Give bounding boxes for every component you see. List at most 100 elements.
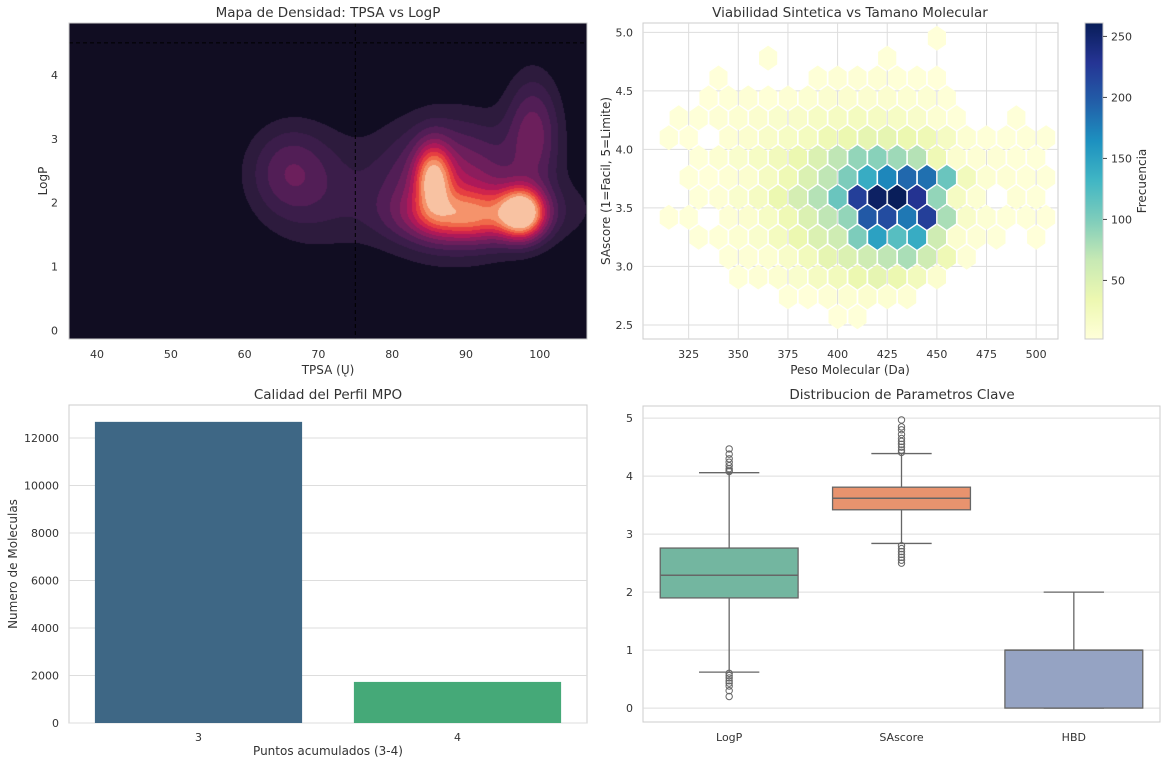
hexbin-cell — [798, 284, 817, 310]
outlier-point — [897, 443, 906, 451]
hexbin-cell — [927, 145, 946, 171]
hexbin-cell — [788, 264, 807, 290]
y-tick-label: 5.0 — [616, 26, 634, 39]
hexbin-cell — [888, 264, 907, 290]
y-tick-label: 2000 — [31, 670, 59, 683]
hexbin-cell — [828, 264, 847, 290]
hexbin-cell — [868, 65, 887, 91]
y-tick-label: 4 — [51, 69, 58, 82]
outlier-point — [897, 544, 906, 553]
hexbin-cell — [709, 105, 728, 131]
hexbin-cell — [937, 204, 956, 230]
hexbin-cell — [828, 145, 847, 171]
x-tick-label: 475 — [976, 348, 997, 361]
outlier-point — [725, 450, 733, 458]
hexbin-cell — [898, 125, 917, 151]
hexbin-cell — [927, 184, 946, 210]
hexbin-cell — [868, 264, 887, 290]
hexbin-cell — [838, 85, 857, 111]
hexbin-cell — [768, 105, 788, 131]
hexbin-cell — [739, 165, 758, 190]
hexbin-cell — [778, 165, 797, 190]
outlier-point — [897, 547, 906, 556]
hexbin-cell — [719, 165, 738, 190]
hexbin-cell — [868, 145, 887, 171]
hexbin-cell — [749, 264, 768, 290]
hexbin-cell — [997, 125, 1016, 151]
x-tick-label: 350 — [728, 348, 749, 361]
kde-density-plot — [69, 23, 587, 339]
colorbar-tick-label: 200 — [1111, 91, 1132, 104]
outlier-point — [897, 437, 906, 446]
hexbin-cell — [1007, 105, 1026, 131]
y-tick-label: 4000 — [31, 622, 59, 635]
bar-3 — [94, 421, 303, 723]
hexbin-cell — [699, 165, 718, 190]
hexbin-cell — [937, 244, 956, 270]
y-tick-label: 0 — [52, 717, 59, 730]
hexbin-cell — [838, 165, 857, 190]
hexbin-cell — [907, 145, 927, 171]
colorbar-tick-label: 250 — [1111, 30, 1132, 43]
hexbin-cell — [1017, 125, 1036, 151]
outlier-point — [725, 686, 733, 695]
y-tick-label: 3.0 — [616, 260, 634, 273]
hexbin-cell — [768, 145, 788, 171]
hexbin-cell — [699, 85, 718, 111]
hexbin-cell — [858, 85, 877, 111]
hexbin-cell — [689, 105, 708, 131]
hexbin-cell — [778, 284, 797, 310]
hexbin-cell — [689, 184, 708, 210]
hexbin-cell — [848, 264, 867, 290]
hexbin-cell — [1037, 165, 1056, 190]
hexbin-cell — [838, 125, 857, 151]
hexbin-cell — [739, 125, 758, 151]
x-tick-label: 70 — [311, 348, 325, 361]
hexbin-cell — [898, 204, 917, 230]
x-tick-label: 500 — [1026, 348, 1047, 361]
outlier-point — [725, 462, 733, 470]
hexbin-ylabel: SAscore (1=Facil, 5=Limite) — [599, 97, 613, 265]
hexbin-cell — [848, 304, 867, 330]
hexbin-cell — [719, 204, 738, 230]
hexbin-cell — [828, 224, 847, 250]
hexbin-cell — [759, 85, 778, 111]
y-tick-label: 2 — [51, 197, 58, 210]
hexbin-cell — [917, 165, 936, 190]
hexbin-title: Viabilidad Sintetica vs Tamano Molecular — [712, 5, 988, 21]
hexbin-cell — [967, 184, 986, 210]
colorbar-tick-label: 50 — [1111, 274, 1125, 287]
hexbin-cell — [898, 284, 917, 310]
colorbar-label: Frecuencia — [1135, 149, 1149, 214]
hexbin-cell — [788, 105, 807, 131]
hexbin-cell — [828, 105, 847, 131]
hexbin-cell — [888, 224, 907, 250]
colorbar — [1084, 22, 1104, 340]
hexbin-cell — [798, 204, 817, 230]
hexbin-cell — [768, 264, 788, 290]
hexbin-cell — [729, 224, 748, 250]
hexbin-cell — [917, 125, 936, 151]
y-tick-label: 2 — [626, 586, 633, 599]
hexbin-cell — [709, 184, 728, 210]
hexbin-cell — [749, 145, 768, 171]
hexbin-cell — [937, 125, 956, 151]
hexbin-cell — [798, 85, 817, 111]
bar-title: Calidad del Perfil MPO — [254, 387, 402, 403]
outlier-point — [897, 434, 906, 443]
hexbin-cell — [808, 264, 827, 290]
outlier-point — [725, 679, 733, 687]
hexbin-cell — [759, 45, 778, 71]
hexbin-cell — [987, 224, 1006, 250]
hexbin-cell — [848, 224, 867, 250]
y-tick-label: 1 — [51, 261, 58, 274]
y-tick-label: 4 — [626, 470, 633, 483]
hexbin-cell — [709, 224, 728, 250]
hexbin-cell — [838, 284, 857, 310]
hexbin-xlabel: Peso Molecular (Da) — [790, 363, 910, 377]
x-tick-label: 375 — [777, 348, 798, 361]
hexbin-cell — [977, 165, 996, 190]
hexbin-cell — [679, 125, 698, 151]
hexbin-cell — [709, 65, 728, 91]
